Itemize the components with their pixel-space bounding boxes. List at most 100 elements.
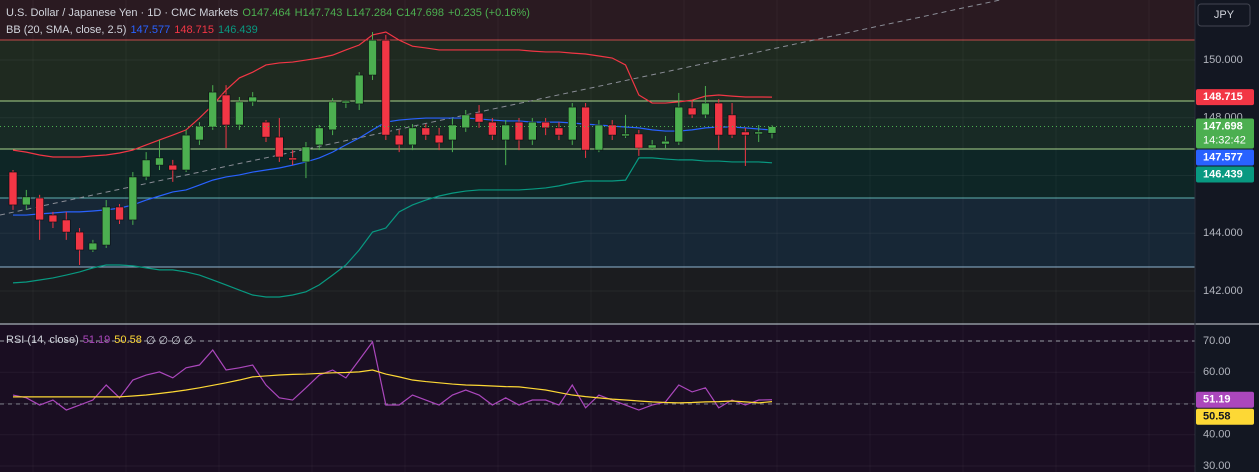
bb-legend: BB (20, SMA, close, 2.5) 147.577 148.715…	[6, 24, 258, 36]
zone	[0, 40, 1195, 101]
zone	[0, 149, 1195, 198]
candle-body	[35, 197, 44, 221]
indicator-line	[12, 157, 773, 298]
y-tick-label: 40.00	[1203, 429, 1231, 441]
candle-body	[607, 124, 617, 136]
price-badge-label: 147.577	[1203, 151, 1243, 163]
candle-body	[261, 121, 271, 138]
indicator-line	[12, 340, 773, 411]
candle-body	[235, 101, 244, 126]
candle-body	[314, 127, 324, 146]
symbol-title: U.S. Dollar / Japanese Yen · 1D · CMC Ma…	[6, 7, 239, 19]
candle-body	[48, 214, 58, 223]
y-tick-label: 70.00	[1203, 335, 1231, 347]
candle-body	[661, 140, 670, 145]
indicator-title: BB (20, SMA, close, 2.5)	[6, 24, 127, 36]
header: U.S. Dollar / Japanese Yen · 1D · CMC Ma…	[6, 7, 530, 19]
candle-body	[88, 242, 98, 251]
plot: 142.000144.000146.000148.000150.00030.00…	[0, 31, 1254, 472]
rsi-legend: RSI (14, close) 51.19 50.58 ∅ ∅ ∅ ∅	[6, 334, 193, 347]
candle-body	[101, 206, 111, 246]
ohlc-open: O147.464	[242, 7, 291, 19]
candle-body	[328, 101, 337, 131]
candle-body	[275, 136, 284, 158]
candle-body	[381, 39, 391, 136]
candle-body	[301, 146, 311, 163]
candle-body	[354, 74, 364, 105]
legend-value: 147.577	[130, 24, 171, 36]
y-tick-label: 150.000	[1203, 54, 1243, 66]
candle-body	[368, 39, 377, 76]
indicator-line	[13, 117, 773, 216]
zone	[0, 198, 1195, 267]
zone	[0, 0, 1195, 40]
zone	[0, 267, 1195, 323]
candle-body	[514, 121, 524, 141]
candle-body	[408, 127, 417, 146]
price-badge	[1196, 166, 1254, 183]
legend-value: 50.58	[114, 334, 142, 346]
change: +0.235 (+0.16%)	[447, 7, 530, 19]
candle-body	[674, 106, 684, 143]
candle-body	[541, 121, 550, 129]
candle-body	[701, 102, 710, 116]
price-badge-label: 51.19	[1203, 394, 1231, 406]
legend-value: 146.439	[217, 24, 258, 36]
candle-body	[168, 164, 178, 171]
y-tick-label: 142.000	[1203, 285, 1243, 297]
candle-body	[581, 106, 590, 151]
candle-body	[767, 126, 777, 134]
price-badge-label: 147.698	[1203, 120, 1243, 132]
candle-body	[22, 196, 31, 206]
y-tick-label: 30.00	[1203, 460, 1231, 472]
candle-body	[488, 121, 497, 136]
flags: ∅ ∅ ∅ ∅	[145, 335, 194, 347]
candle-body	[461, 114, 471, 129]
price-badge-label: 50.58	[1203, 411, 1231, 423]
price-badge	[1196, 118, 1254, 149]
indicator-title: RSI (14, close)	[6, 334, 79, 346]
candle-body	[61, 219, 71, 233]
candle-body	[288, 157, 297, 161]
candle-body	[181, 134, 191, 171]
candle-body	[248, 96, 257, 103]
candle-body	[155, 157, 164, 166]
candle-body	[128, 176, 138, 221]
v-grid	[32, 0, 1150, 472]
ohlc-close: C147.698	[396, 7, 444, 19]
candle-body	[8, 171, 18, 206]
candle-body	[567, 106, 577, 141]
currency-button[interactable]	[1197, 3, 1251, 27]
price-badge-label: 146.439	[1203, 168, 1243, 180]
candle-body	[647, 144, 657, 149]
candle-body	[341, 100, 351, 104]
candle-body	[714, 102, 724, 136]
candle-body	[741, 131, 750, 136]
indicator-line	[13, 369, 773, 404]
indicator-line	[12, 31, 773, 158]
candle-body	[474, 112, 484, 123]
price-badge	[1196, 408, 1254, 425]
countdown-label: 14:32:42	[1203, 134, 1246, 146]
candle-body	[594, 124, 604, 151]
y-tick-label: 144.000	[1203, 227, 1243, 239]
legend-value: 51.19	[82, 334, 111, 346]
candle-body	[421, 127, 431, 136]
candle-body	[448, 124, 457, 141]
price-badge-label: 148.715	[1203, 91, 1243, 103]
y-tick-label: 60.00	[1203, 366, 1231, 378]
candle-body	[75, 231, 84, 251]
candle-body	[554, 127, 564, 136]
candle-body	[434, 134, 444, 144]
rsi-pane	[0, 325, 1195, 472]
ohlc-high: H147.743	[294, 7, 343, 19]
candle-body	[115, 206, 124, 221]
candle-body	[528, 121, 537, 141]
candle-body	[501, 124, 510, 141]
currency-label[interactable]: JPY	[1214, 9, 1235, 21]
candle-body	[394, 134, 404, 146]
price-badge	[1196, 149, 1254, 166]
candle-body	[141, 159, 151, 178]
